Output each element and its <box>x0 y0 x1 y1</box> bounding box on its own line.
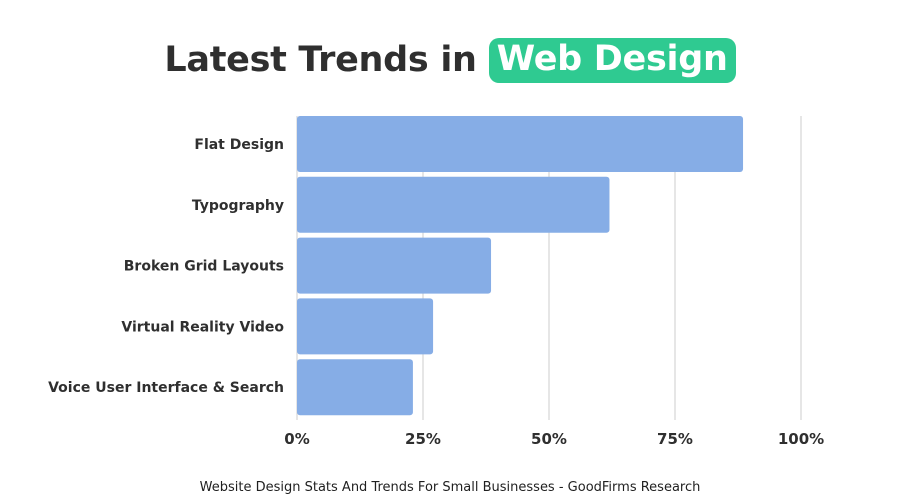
x-tick-label-0: 0% <box>284 430 309 448</box>
category-label-0: Flat Design <box>194 137 284 153</box>
bar-2 <box>297 237 492 294</box>
bar-4 <box>297 359 413 416</box>
chart-caption: Website Design Stats And Trends For Smal… <box>199 480 701 495</box>
chart-title: Latest Trends in Web Design <box>0 32 900 88</box>
category-label-1: Typography <box>192 198 284 214</box>
bar-3 <box>297 298 434 355</box>
chart-title-highlight: Web Design <box>488 37 736 83</box>
category-label-2: Broken Grid Layouts <box>124 259 284 275</box>
bar-0 <box>297 116 744 172</box>
bar-chart: Flat Design Typography Broken Grid Layouts… <box>48 116 824 448</box>
x-tick-label-3: 75% <box>657 430 693 448</box>
bar-1 <box>297 176 610 233</box>
category-label-4: Voice User Interface & Search <box>48 380 284 396</box>
chart-title-text: Latest Trends in <box>164 40 477 80</box>
x-tick-label-2: 50% <box>531 430 567 448</box>
x-tick-label-4: 100% <box>778 430 824 448</box>
x-tick-label-1: 25% <box>405 430 441 448</box>
category-label-3: Virtual Reality Video <box>121 319 284 335</box>
